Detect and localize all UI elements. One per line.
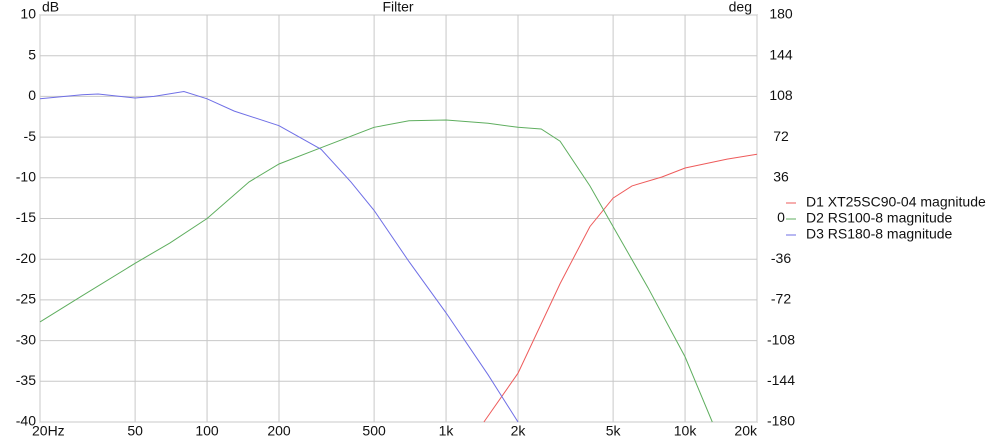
y-tick-label: -20	[16, 250, 36, 266]
y-tick-label: -30	[16, 331, 36, 347]
x-tick-label: 50	[127, 423, 143, 439]
chart-title: Filter	[382, 0, 413, 15]
y2-tick-label: 144	[769, 46, 793, 62]
y2-tick-label: -108	[767, 331, 795, 347]
y-axis-label: dB	[42, 0, 59, 15]
y2-tick-label: 0	[777, 209, 785, 225]
x-tick-label: 1k	[439, 423, 455, 439]
y-tick-label: -10	[16, 169, 36, 185]
y2-tick-label: 108	[769, 87, 793, 103]
y2-tick-label: -180	[767, 413, 795, 429]
x-tick-label: 500	[362, 423, 386, 439]
y-tick-label: 0	[28, 87, 36, 103]
y2-tick-label: -36	[771, 250, 791, 266]
x-tick-label: 5k	[606, 423, 622, 439]
y-tick-label: -40	[16, 413, 36, 429]
line	[39, 90, 519, 423]
x-tick-label: 10k	[674, 423, 698, 439]
line	[483, 153, 758, 423]
y-tick-label: 10	[20, 6, 36, 22]
x-tick-label: 20Hz	[32, 423, 65, 439]
line	[39, 119, 713, 423]
legend-label: D1 XT25SC90-04 magnitude	[806, 194, 986, 210]
x-tick-label: 20k	[734, 423, 758, 439]
y2-tick-label: 36	[773, 169, 789, 185]
x-tick-label: 2k	[511, 423, 527, 439]
legend-label: D2 RS100-8 magnitude	[806, 210, 953, 226]
y-tick-label: -25	[16, 291, 36, 307]
y2-tick-label: -144	[767, 372, 795, 388]
y2-tick-label: 180	[769, 6, 793, 22]
y2-tick-label: 72	[773, 128, 789, 144]
y-tick-label: -15	[16, 209, 36, 225]
y-tick-label: -5	[24, 128, 37, 144]
y-tick-label: 5	[28, 46, 36, 62]
y-tick-label: -35	[16, 372, 36, 388]
y2-axis-label: deg	[729, 0, 752, 15]
x-tick-label: 200	[267, 423, 291, 439]
x-tick-label: 100	[195, 423, 219, 439]
y2-tick-label: -72	[771, 291, 791, 307]
legend-label: D3 RS180-8 magnitude	[806, 226, 953, 242]
